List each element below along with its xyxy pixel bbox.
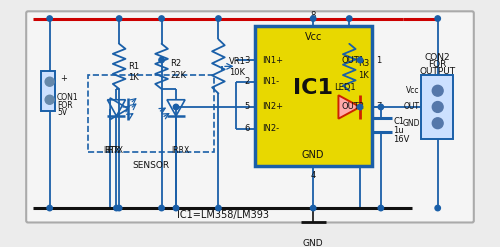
Text: VR1: VR1 [229,57,246,66]
Text: +: + [60,74,68,82]
Text: 8: 8 [310,11,316,20]
Text: OUT1: OUT1 [342,56,364,64]
Text: IC1: IC1 [293,79,333,99]
Text: IRTX: IRTX [104,146,120,155]
Circle shape [159,16,164,21]
Bar [254,26,372,166]
Circle shape [378,205,384,211]
Text: Vcc: Vcc [304,32,322,41]
Circle shape [159,57,164,63]
Text: 7: 7 [376,103,382,111]
Text: 5: 5 [244,103,250,111]
Text: OUT: OUT [404,103,419,111]
Text: 10K: 10K [229,68,245,77]
Circle shape [45,77,54,86]
Text: 1K: 1K [128,73,139,82]
Text: R1: R1 [128,62,140,71]
Circle shape [216,16,221,21]
Circle shape [310,205,316,211]
Text: IRTX: IRTX [106,146,123,155]
Circle shape [47,16,52,21]
Text: IC1=LM358/LM393: IC1=LM358/LM393 [177,210,269,220]
Circle shape [174,104,178,110]
Polygon shape [338,95,360,119]
Text: IN1-: IN1- [262,77,279,86]
Text: IN2+: IN2+ [262,103,282,111]
Text: LED1: LED1 [334,82,355,92]
Text: 3: 3 [244,56,250,64]
Text: CON1: CON1 [57,93,78,103]
Text: C1: C1 [394,117,404,126]
Circle shape [358,104,363,110]
FancyBboxPatch shape [26,11,474,223]
Circle shape [45,95,54,104]
Text: OUTPUT: OUTPUT [420,67,456,76]
Circle shape [216,205,221,211]
Circle shape [114,205,119,211]
Circle shape [432,102,443,112]
Circle shape [432,85,443,96]
Text: IN2-: IN2- [262,124,279,133]
Circle shape [346,16,352,21]
Bar [422,75,453,139]
Text: R3: R3 [358,59,370,68]
Text: FOR: FOR [428,60,447,69]
Text: IRRX: IRRX [172,146,190,155]
Circle shape [159,205,164,211]
Text: OUT2: OUT2 [342,103,364,111]
Text: 2: 2 [244,77,250,86]
Text: CON2: CON2 [425,53,450,62]
Circle shape [435,205,440,211]
Text: 4: 4 [310,171,316,180]
Text: 6: 6 [244,124,250,133]
Bar [88,75,214,152]
Circle shape [47,205,52,211]
Text: 16V: 16V [394,135,410,144]
Text: 1u: 1u [394,126,404,135]
Circle shape [378,104,384,110]
Text: 1K: 1K [358,71,369,80]
Text: GND: GND [302,150,324,160]
Bar [40,71,55,111]
Text: IN1+: IN1+ [262,56,282,64]
Circle shape [116,205,122,211]
Circle shape [310,16,316,21]
Text: Vcc: Vcc [406,86,419,95]
Text: FOR: FOR [57,101,72,110]
Circle shape [174,205,178,211]
Text: SENSOR: SENSOR [132,161,170,170]
Circle shape [432,118,443,129]
Text: GND: GND [303,239,324,247]
Circle shape [358,57,363,63]
Text: GND: GND [402,119,419,128]
Text: 1: 1 [376,56,382,64]
Circle shape [116,16,122,21]
Circle shape [435,16,440,21]
Text: 5V: 5V [57,108,67,117]
Text: 22K: 22K [170,71,186,80]
Text: R2: R2 [170,59,181,68]
